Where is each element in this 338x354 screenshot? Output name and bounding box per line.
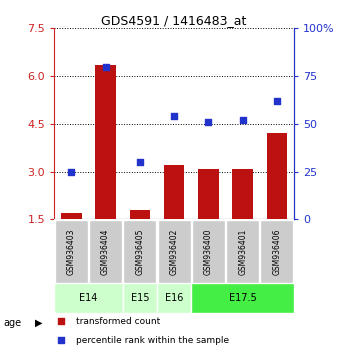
FancyBboxPatch shape [55, 220, 88, 282]
Text: GSM936402: GSM936402 [170, 228, 178, 275]
Text: E17.5: E17.5 [229, 293, 257, 303]
Text: GSM936400: GSM936400 [204, 228, 213, 275]
FancyBboxPatch shape [158, 220, 191, 282]
Point [274, 98, 280, 104]
Bar [129, 210, 150, 219]
Text: ▶: ▶ [35, 318, 43, 328]
Text: E14: E14 [79, 293, 98, 303]
FancyBboxPatch shape [157, 283, 191, 313]
Bar [95, 65, 116, 219]
Point [240, 117, 245, 123]
Point [206, 119, 211, 125]
Text: age: age [3, 318, 22, 328]
FancyBboxPatch shape [123, 283, 157, 313]
FancyBboxPatch shape [226, 220, 259, 282]
Point [171, 113, 177, 119]
FancyBboxPatch shape [261, 220, 293, 282]
FancyBboxPatch shape [123, 220, 156, 282]
FancyBboxPatch shape [54, 283, 123, 313]
Text: GSM936401: GSM936401 [238, 228, 247, 275]
Bar [232, 169, 253, 219]
Text: transformed count: transformed count [76, 317, 160, 326]
FancyBboxPatch shape [89, 220, 122, 282]
Bar [164, 165, 184, 219]
FancyBboxPatch shape [192, 220, 225, 282]
FancyBboxPatch shape [191, 283, 294, 313]
Text: percentile rank within the sample: percentile rank within the sample [76, 336, 229, 345]
Point [103, 64, 108, 69]
Title: GDS4591 / 1416483_at: GDS4591 / 1416483_at [101, 14, 247, 27]
Text: GSM936403: GSM936403 [67, 228, 76, 275]
Point [58, 319, 64, 324]
Bar [61, 213, 81, 219]
Text: GSM936404: GSM936404 [101, 228, 110, 275]
Point [137, 159, 143, 165]
Point [69, 169, 74, 175]
Bar [198, 169, 219, 219]
Text: E15: E15 [130, 293, 149, 303]
Text: GSM936406: GSM936406 [272, 228, 282, 275]
Text: GSM936405: GSM936405 [135, 228, 144, 275]
Text: E16: E16 [165, 293, 183, 303]
Bar [267, 133, 287, 219]
Point [58, 337, 64, 343]
